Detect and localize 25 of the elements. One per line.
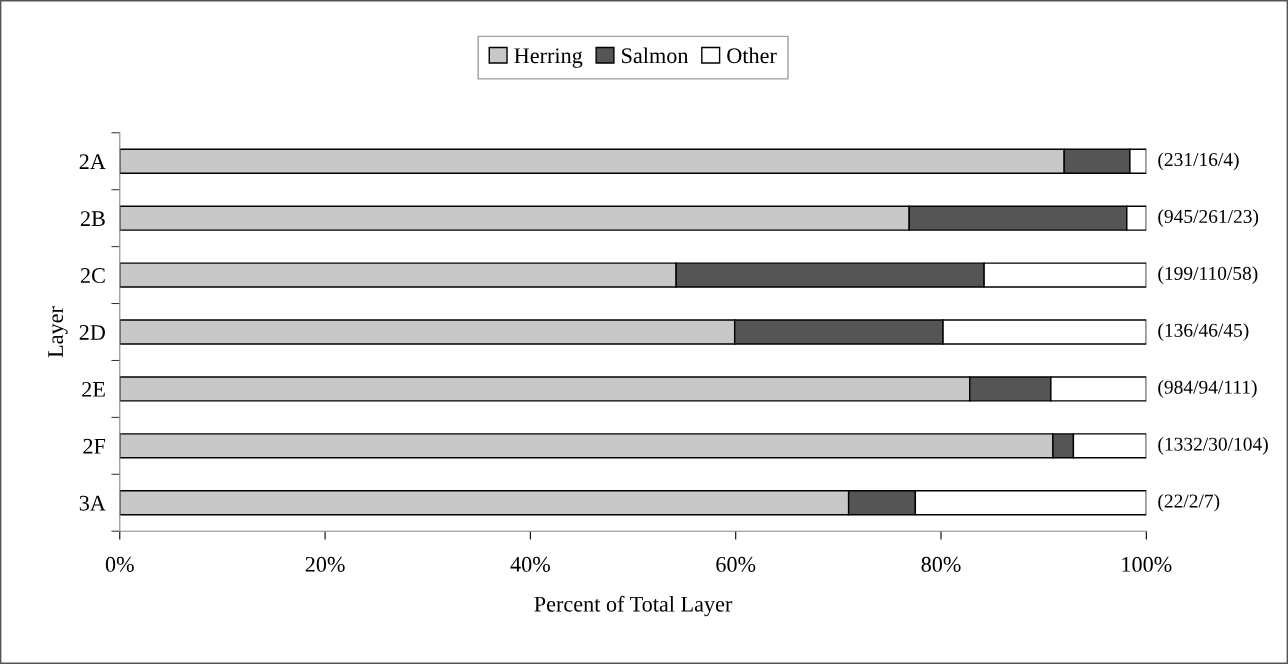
x-tick-label: 80% (921, 556, 961, 572)
text: (231/16/4) (1158, 152, 1239, 171)
y-tick-label: 2A (79, 154, 106, 169)
legend-label: Herring (514, 48, 583, 68)
y-tick-label: 2C (80, 268, 105, 284)
y-tick-label: 2E (82, 381, 105, 397)
x-tick-label: 100% (1122, 556, 1172, 572)
y-tick-label: 2F (83, 438, 106, 454)
legend-label: Other (727, 47, 777, 64)
text: (136/46/45) (1158, 323, 1249, 341)
y-tick-label: 3A (79, 495, 106, 511)
text: (945/261/23) (1158, 209, 1259, 227)
x-tick-label: 0% (105, 556, 134, 572)
text: (199/110/58) (1158, 266, 1258, 284)
y-tick-label: 2D (79, 324, 106, 340)
text: (984/94/111) (1158, 380, 1257, 398)
text: (22/2/7) (1158, 493, 1220, 512)
y-tick-label: 2B (80, 211, 105, 226)
y-axis-title: Layer (48, 306, 68, 358)
x-tick-label: 40% (510, 556, 551, 572)
text: (1332/30/104) (1158, 437, 1268, 455)
legend-label: Salmon (622, 47, 689, 64)
x-tick-label: 60% (716, 556, 756, 572)
x-axis-title: Percent of Total Layer (534, 595, 733, 617)
x-tick-label: 20% (305, 556, 345, 572)
